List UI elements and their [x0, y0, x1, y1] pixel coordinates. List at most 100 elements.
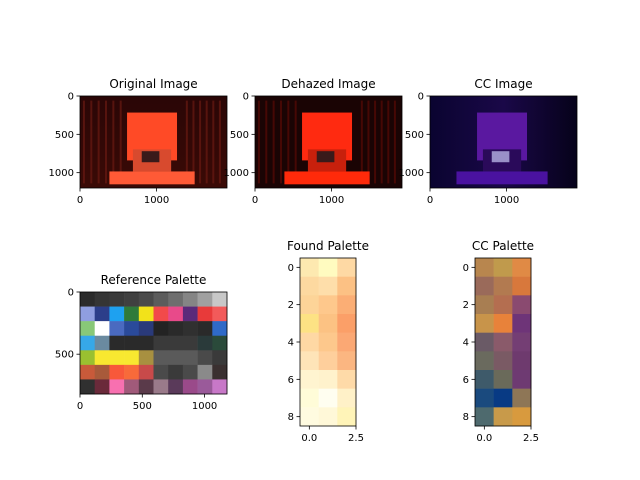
scene-stripe [265, 100, 268, 184]
panel-5: Found Palette 0.0 2.5 0 2 4 6 8 [287, 239, 369, 444]
palette-cell [493, 332, 513, 352]
panel-title: Dehazed Image [281, 77, 375, 91]
palette-cell [475, 407, 494, 427]
scene-chart [141, 151, 160, 163]
axes-frame [254, 95, 403, 189]
palette-cell [109, 321, 125, 337]
panel-4: Reference Palette 0 500 1000 0 500 [55, 273, 228, 412]
y-tick-label: 1000 [49, 168, 74, 179]
palette-cell [300, 407, 319, 427]
palette-cell [300, 332, 319, 352]
palette-cell [475, 388, 494, 408]
y-tick-label: 0 [463, 263, 469, 274]
scene-stripe [185, 100, 188, 184]
palette-cell [493, 276, 513, 296]
palette-cell [109, 364, 125, 380]
palette-cell [197, 364, 213, 380]
palette-cell [94, 321, 110, 337]
palette-cell [300, 314, 319, 333]
scene-stripe [205, 100, 208, 184]
palette-cell [138, 292, 154, 307]
y-tick-label: 4 [463, 338, 469, 349]
palette-cell [197, 350, 213, 366]
palette-cell [182, 292, 198, 307]
palette-cell [138, 379, 154, 395]
palette-cell [80, 335, 95, 351]
palette-cell [138, 364, 154, 380]
palette-cell [153, 321, 169, 337]
y-tick-label: 4 [288, 338, 294, 349]
palette-cell [153, 364, 169, 380]
y-tick-label: 8 [463, 412, 469, 423]
panel-title: Found Palette [287, 239, 369, 253]
palette-cell [318, 276, 338, 296]
x-tick-label: 0.0 [301, 433, 317, 444]
palette-cell [212, 364, 228, 380]
scene-floor [284, 171, 370, 185]
palette-cell [138, 350, 154, 366]
palette-cell [182, 350, 198, 366]
scene-stripe [272, 100, 275, 184]
palette-cell [138, 335, 154, 351]
palette-cell [153, 335, 169, 351]
palette-cell [512, 332, 532, 352]
palette-cell [168, 350, 184, 366]
palette-cell [512, 276, 532, 296]
x-tick-label: 0.0 [476, 433, 492, 444]
palette-cell [318, 407, 338, 427]
palette-cell [337, 351, 357, 371]
scene-stripe [104, 100, 107, 184]
palette-cell [512, 351, 532, 371]
palette-cell [475, 351, 494, 371]
palette-cell [138, 321, 154, 337]
scene-stripe [119, 100, 122, 184]
y-tick-label: 0 [418, 92, 424, 103]
palette-cell [138, 306, 154, 322]
palette-cell [212, 292, 228, 307]
palette-cell [182, 335, 198, 351]
scene-stripe [367, 100, 370, 184]
palette-cell [337, 407, 357, 427]
palette-cell [124, 335, 140, 351]
palette-cell [153, 350, 169, 366]
x-tick-label: 0 [77, 195, 83, 206]
palette-cell [493, 258, 513, 277]
palette-cell [493, 370, 513, 389]
palette-cell [153, 379, 169, 395]
palette-cell [182, 306, 198, 322]
palette-cell [493, 388, 513, 408]
x-tick-label: 0 [77, 401, 83, 412]
scene-stripe [199, 100, 202, 184]
palette-cell [337, 295, 357, 315]
y-tick-label: 6 [463, 375, 469, 386]
palette-cell [124, 306, 140, 322]
scene-stripe [380, 100, 383, 184]
palette-cell [493, 351, 513, 371]
scene-stripe [374, 100, 377, 184]
palette-cell [109, 379, 125, 395]
palette-cell [124, 350, 140, 366]
panel-title: Reference Palette [101, 273, 207, 287]
palette-cell [300, 295, 319, 315]
palette-cell [124, 364, 140, 380]
palette-cell [475, 370, 494, 389]
scene-stripe [257, 100, 260, 184]
axes-frame [79, 95, 228, 189]
scene-stripe [218, 100, 221, 184]
scene-stripe [360, 100, 363, 184]
palette-cell [109, 350, 125, 366]
palette-cell [337, 314, 357, 333]
palette-cell [512, 258, 532, 277]
palette-cell [94, 306, 110, 322]
scene-stripe [90, 100, 93, 184]
y-tick-label: 0 [68, 288, 74, 299]
x-tick-label: 1000 [494, 195, 519, 206]
x-tick-label: 0 [427, 195, 433, 206]
palette-cell [153, 292, 169, 307]
scene-stripe [393, 100, 396, 184]
palette-cell [337, 370, 357, 389]
palette-cell [512, 370, 532, 389]
palette-cell [153, 306, 169, 322]
palette-cell [94, 292, 110, 307]
palette-cell [94, 350, 110, 366]
